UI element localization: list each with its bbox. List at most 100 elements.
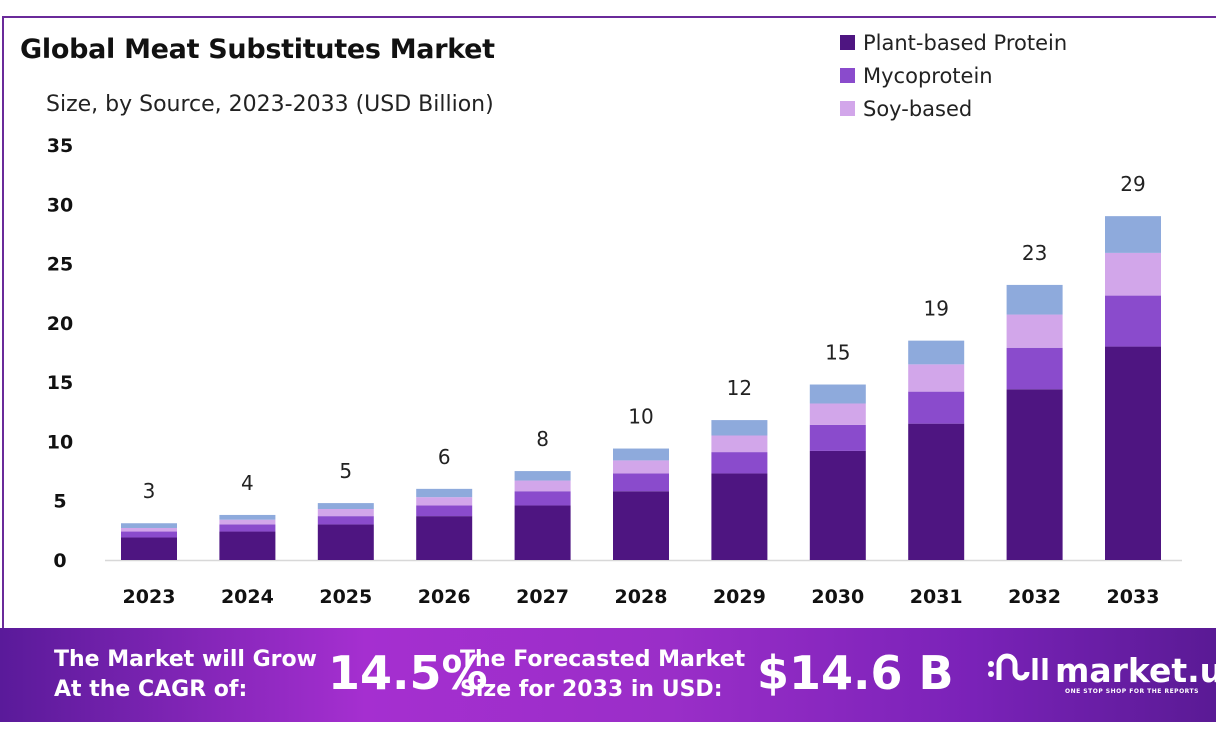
bar-segment-mycoprotein <box>809 424 866 451</box>
y-tick-label: 15 <box>47 372 73 394</box>
y-tick-label: 20 <box>47 313 73 335</box>
bar-segment-soy-based <box>514 480 571 492</box>
chart-title: Global Meat Substitutes Market <box>20 34 495 65</box>
bar-segment-soy-based <box>809 403 866 425</box>
y-tick-label: 30 <box>47 194 73 216</box>
bar-segment-series-4 <box>416 488 473 498</box>
x-tick-label: 2031 <box>910 586 963 608</box>
legend-label: Mycoprotein <box>863 63 993 88</box>
legend-label: Soy-based <box>863 96 973 121</box>
bar-segment-soy-based <box>416 497 473 506</box>
bar-segment-series-4 <box>908 340 965 365</box>
legend-swatch <box>840 35 855 50</box>
bar-total-label: 15 <box>825 341 850 365</box>
cagr-value: 14.5% <box>328 646 488 700</box>
x-tick-label: 2029 <box>713 586 766 608</box>
y-tick-label: 25 <box>47 254 73 276</box>
bar-segment-mycoprotein <box>1006 347 1063 390</box>
bar-segment-mycoprotein <box>908 391 965 424</box>
legend: Plant-based Protein Mycoprotein Soy-base… <box>840 26 1067 125</box>
x-tick-label: 2028 <box>615 586 668 608</box>
y-tick-label: 0 <box>53 550 66 572</box>
marketus-logo: market.us ONE STOP SHOP FOR THE REPORTS <box>985 650 1216 695</box>
bar-total-label: 5 <box>339 459 352 483</box>
bar-segment-mycoprotein <box>121 531 177 538</box>
bar-segment-soy-based <box>1105 252 1161 296</box>
forecast-value: $14.6 B <box>757 646 954 700</box>
x-tick-label: 2023 <box>123 586 176 608</box>
bar-total-label: 23 <box>1022 241 1047 265</box>
bar-segment-series-4 <box>121 523 177 528</box>
logo-tagline: ONE STOP SHOP FOR THE REPORTS <box>1065 688 1199 695</box>
legend-item-mycoprotein: Mycoprotein <box>840 59 1067 92</box>
legend-swatch <box>840 68 855 83</box>
bar-segment-mycoprotein <box>514 491 571 506</box>
bar-segment-series-4 <box>711 420 768 436</box>
bar-segment-soy-based <box>317 509 374 517</box>
forecast-label-line1: The Forecasted Market <box>460 647 746 672</box>
legend-item-plant-based: Plant-based Protein <box>840 26 1067 59</box>
bar-segment-series-4 <box>317 503 374 510</box>
bar-segment-plant-based-protein <box>121 537 177 560</box>
bar-segment-soy-based <box>121 527 177 532</box>
legend-item-soy-based: Soy-based <box>840 92 1067 125</box>
bar-segment-series-4 <box>1105 216 1161 253</box>
bar-total-label: 4 <box>241 471 254 495</box>
bar-segment-plant-based-protein <box>908 423 965 560</box>
x-tick-label: 2027 <box>516 586 569 608</box>
cagr-label: The Market will Grow At the CAGR of: <box>54 645 317 705</box>
bar-total-label: 10 <box>628 405 653 429</box>
forecast-label: The Forecasted Market Size for 2033 in U… <box>460 645 745 705</box>
bar-total-label: 3 <box>143 479 156 503</box>
bar-segment-plant-based-protein <box>317 524 374 560</box>
bar-total-label: 6 <box>438 445 451 469</box>
bar-segment-mycoprotein <box>1105 295 1161 347</box>
x-tick-label: 2030 <box>811 586 864 608</box>
bar-segment-mycoprotein <box>613 473 669 492</box>
bar-chart: 0510152025303532023420245202562026820271… <box>47 135 1182 608</box>
bar-segment-series-4 <box>219 514 276 520</box>
bar-total-label: 19 <box>923 297 948 321</box>
bar-segment-series-4 <box>1006 284 1063 315</box>
bar-segment-mycoprotein <box>711 452 768 474</box>
bar-segment-mycoprotein <box>317 516 374 525</box>
chart-frame <box>2 16 1216 716</box>
bar-segment-mycoprotein <box>416 505 473 517</box>
bar-segment-plant-based-protein <box>1006 389 1063 560</box>
y-tick-label: 35 <box>47 135 73 157</box>
y-tick-label: 10 <box>47 431 73 453</box>
bar-segment-plant-based-protein <box>514 505 571 560</box>
bar-segment-series-4 <box>514 471 571 481</box>
bar-segment-plant-based-protein <box>416 516 473 560</box>
chart-subtitle: Size, by Source, 2023-2033 (USD Billion) <box>46 92 494 117</box>
bar-segment-plant-based-protein <box>1105 346 1161 560</box>
bar-segment-plant-based-protein <box>219 531 276 560</box>
x-tick-label: 2033 <box>1107 586 1160 608</box>
bar-total-label: 29 <box>1120 172 1145 196</box>
footer-banner: The Market will Grow At the CAGR of: 14.… <box>0 628 1216 722</box>
bar-total-label: 12 <box>727 376 752 400</box>
bar-segment-mycoprotein <box>219 524 276 532</box>
x-tick-label: 2025 <box>319 586 372 608</box>
logo-icon <box>988 653 1048 681</box>
bar-segment-series-4 <box>613 448 669 461</box>
bar-segment-soy-based <box>711 435 768 453</box>
bar-segment-soy-based <box>908 364 965 392</box>
cagr-label-line2: At the CAGR of: <box>54 677 248 702</box>
bar-segment-soy-based <box>219 519 276 525</box>
cagr-label-line1: The Market will Grow <box>54 647 317 672</box>
forecast-label-line2: Size for 2033 in USD: <box>460 677 723 702</box>
bar-segment-plant-based-protein <box>809 450 866 560</box>
bar-segment-plant-based-protein <box>711 473 768 560</box>
logo-text: market.us <box>1055 650 1216 690</box>
bar-segment-plant-based-protein <box>613 491 669 560</box>
legend-label: Plant-based Protein <box>863 30 1068 55</box>
x-tick-label: 2026 <box>418 586 471 608</box>
x-tick-label: 2024 <box>221 586 274 608</box>
bar-segment-series-4 <box>809 384 866 404</box>
legend-swatch <box>840 101 855 116</box>
bar-total-label: 8 <box>536 427 549 451</box>
y-tick-label: 5 <box>53 491 66 513</box>
x-tick-label: 2032 <box>1008 586 1061 608</box>
bar-segment-soy-based <box>1006 314 1063 348</box>
